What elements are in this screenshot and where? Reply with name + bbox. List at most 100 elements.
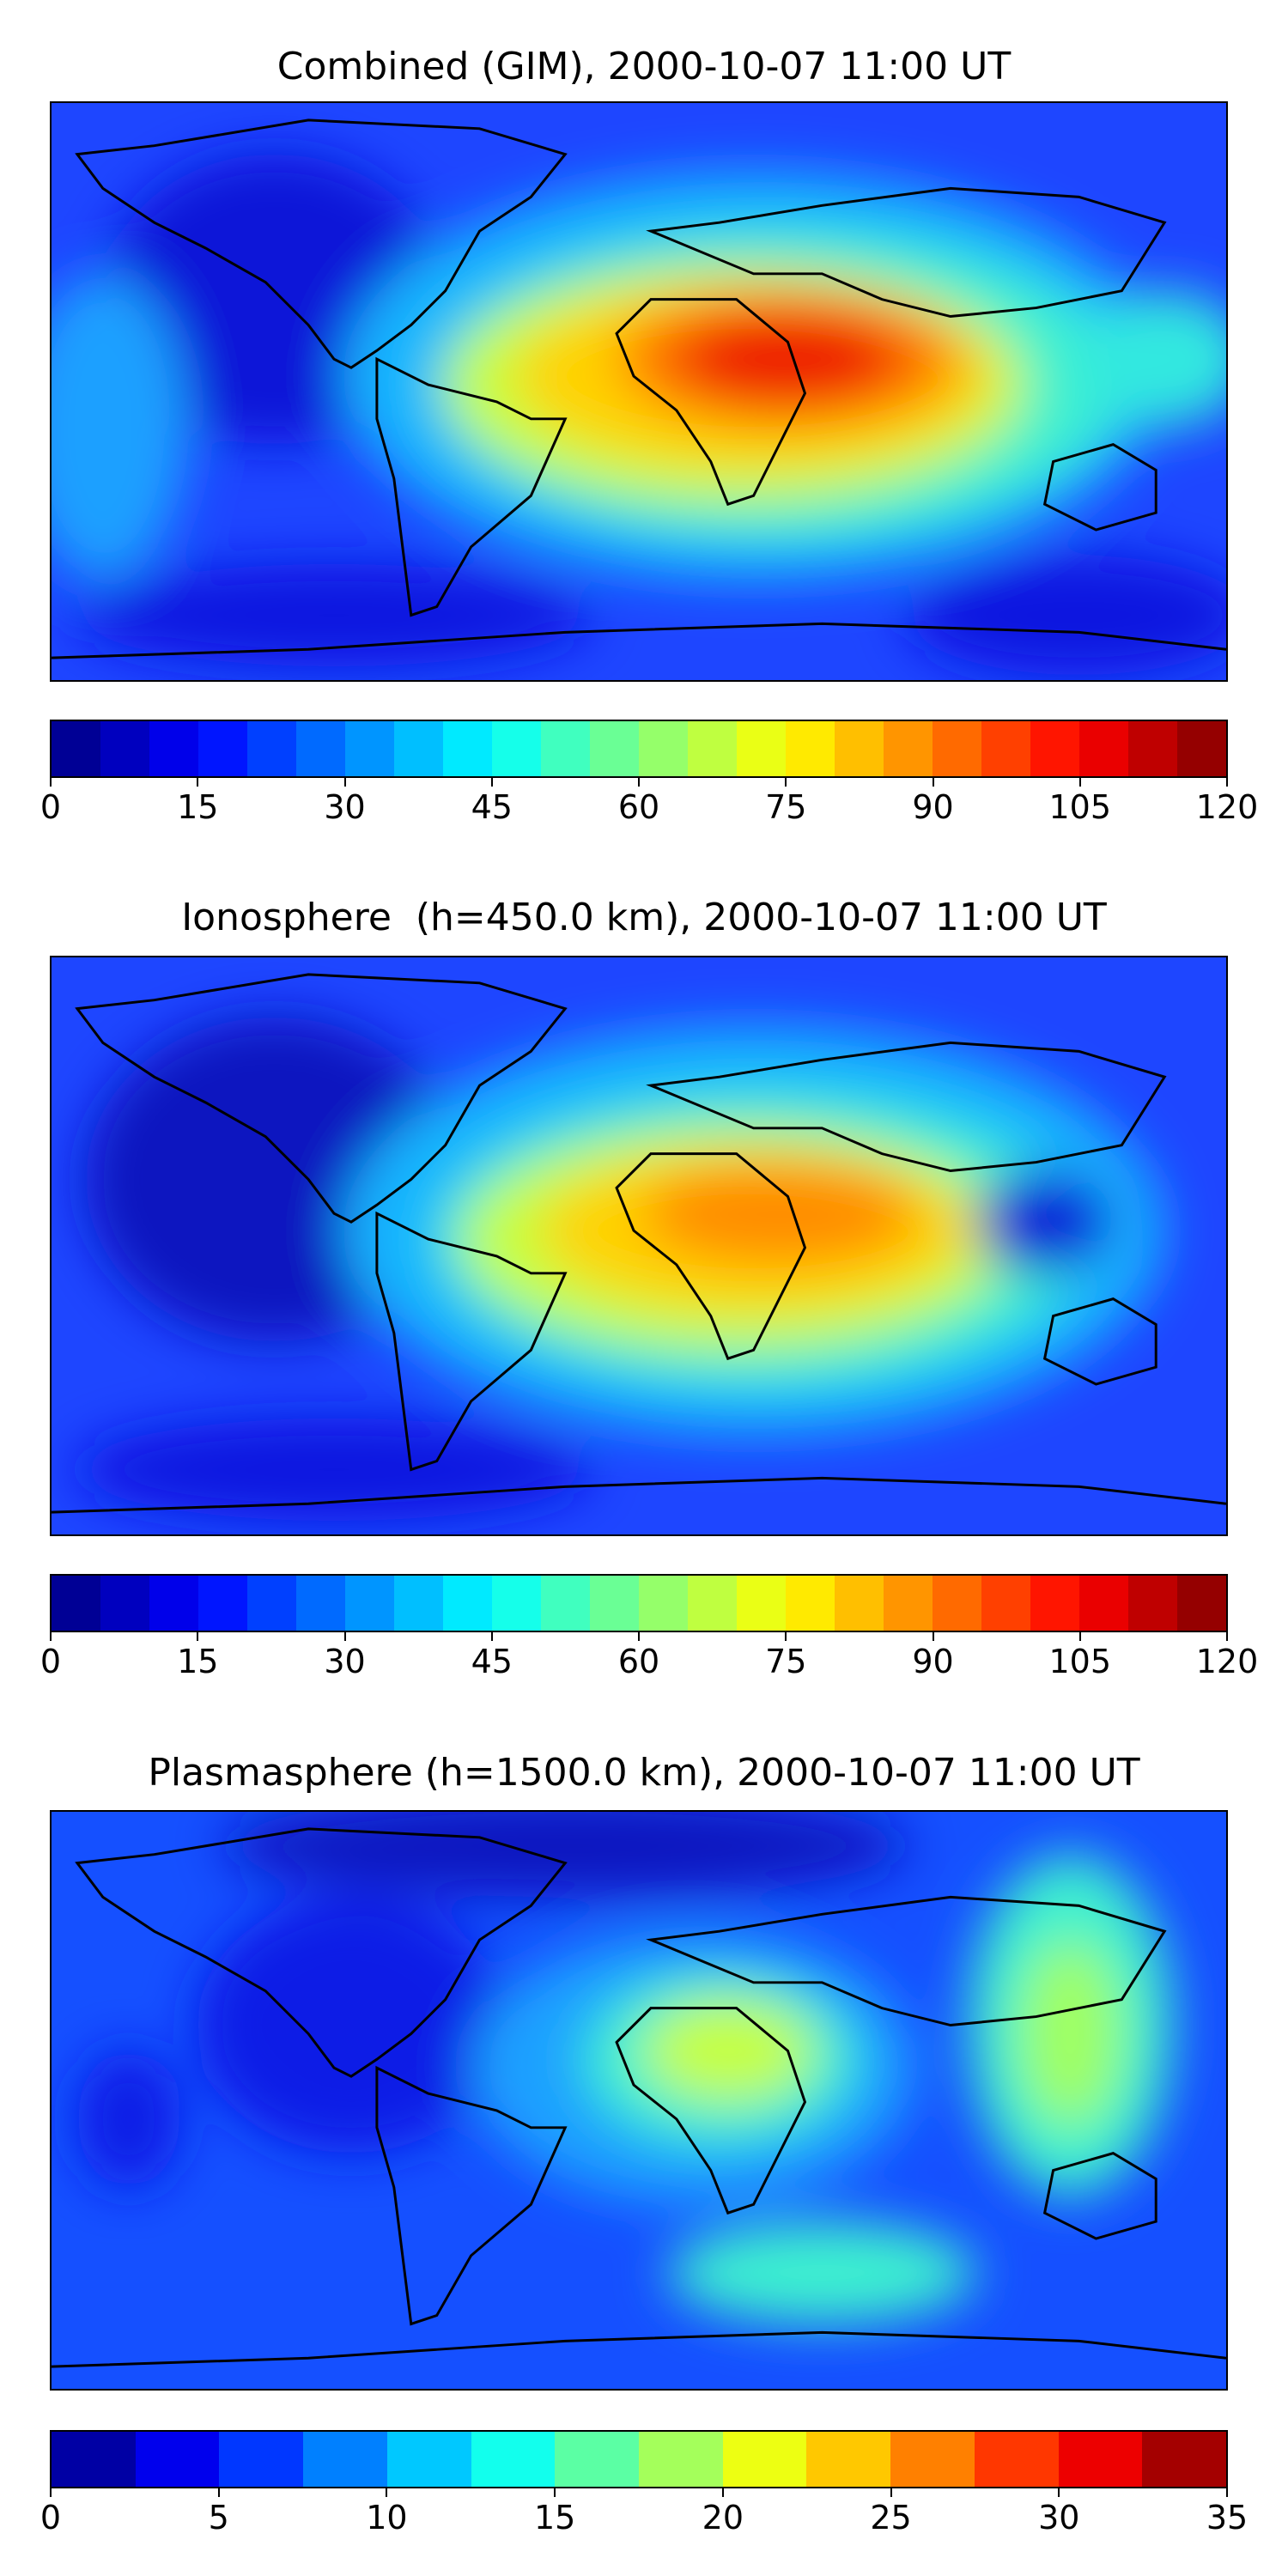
colorbar-tick: [890, 2488, 892, 2497]
colorbar-segment: [639, 1576, 688, 1631]
colorbar-tick-label: 30: [1038, 2499, 1080, 2537]
colorbar-tick-label: 15: [533, 2499, 576, 2537]
colorbar-tick: [1226, 2488, 1228, 2497]
colorbar-tick: [50, 1632, 52, 1641]
colorbar-segment: [219, 2432, 304, 2487]
colorbar-segment: [394, 1576, 443, 1631]
colorbar-ticks: 0 15 30 45 60 75 90 105 120: [40, 1632, 1258, 1679]
colorbar-tick: [785, 1632, 787, 1641]
colorbar-tick-label: 0: [39, 788, 62, 826]
colorbar-segment: [1030, 1576, 1079, 1631]
colorbar-segment: [933, 1576, 981, 1631]
colorbar-segment: [296, 721, 345, 776]
colorbar-tick-label: 30: [324, 1643, 366, 1680]
colorbar-segment: [786, 721, 835, 776]
colorbar-segment: [443, 721, 492, 776]
colorbar-segment: [1079, 721, 1128, 776]
colorbar-ticks: 0 5 10 15 20 25 30 35: [40, 2488, 1248, 2535]
panel-title: Ionosphere (h=450.0 km), 2000-10-07 11:0…: [181, 896, 1107, 939]
colorbar-segment: [386, 2432, 471, 2487]
colorbar-segment: [1177, 1576, 1226, 1631]
colorbar-tick-label: 0: [39, 1643, 62, 1680]
colorbar-segment: [443, 1576, 492, 1631]
map-plasmasphere: [50, 1810, 1228, 2391]
colorbar-segment: [1128, 721, 1177, 776]
colorbar-tick-label: 45: [471, 1643, 513, 1680]
colorbar-tick: [932, 1632, 934, 1641]
colorbar-segment: [688, 721, 737, 776]
colorbar-tick: [638, 778, 640, 787]
tec-map: [52, 1812, 1226, 2389]
colorbar-segment: [981, 1576, 1030, 1631]
colorbar-segment: [722, 2432, 807, 2487]
colorbar-tick-label: 5: [208, 2499, 229, 2537]
colorbar-tick: [197, 778, 199, 787]
colorbar-segment: [394, 721, 443, 776]
colorbar: [50, 720, 1228, 778]
colorbar-tick: [490, 1632, 493, 1641]
colorbar-tick: [1078, 1632, 1081, 1641]
colorbar-segment: [541, 1576, 590, 1631]
colorbar-segment: [52, 2432, 136, 2487]
colorbar-segment: [933, 721, 981, 776]
colorbar-tick-label: 25: [870, 2499, 912, 2537]
colorbar-segment: [974, 2432, 1059, 2487]
colorbar-tick-label: 120: [1195, 788, 1259, 826]
colorbar-segment: [541, 721, 590, 776]
colorbar-tick-label: 120: [1195, 1643, 1259, 1680]
colorbar-segment: [247, 721, 296, 776]
colorbar: [50, 2430, 1228, 2488]
colorbar-tick: [1078, 778, 1081, 787]
colorbar-segment: [345, 721, 394, 776]
colorbar-segment: [247, 1576, 296, 1631]
colorbar-segment: [198, 1576, 247, 1631]
colorbar-tick: [490, 778, 493, 787]
coastlines: [52, 1827, 1226, 2368]
colorbar-segment: [471, 2432, 556, 2487]
colorbar-segment: [198, 721, 247, 776]
tec-map: [52, 957, 1226, 1534]
colorbar-segment: [786, 1576, 835, 1631]
colorbar-tick-label: 90: [912, 788, 954, 826]
colorbar-tick-label: 90: [912, 1643, 954, 1680]
colorbar-segment: [303, 2432, 387, 2487]
colorbar-segment: [737, 721, 786, 776]
map-ionosphere: [50, 956, 1228, 1536]
colorbar-tick-label: 75: [765, 1643, 807, 1680]
colorbar-segment: [52, 721, 100, 776]
colorbar-segment: [884, 1576, 933, 1631]
colorbar-tick-label: 15: [177, 788, 219, 826]
colorbar-tick: [386, 2488, 388, 2497]
colorbar-segment: [100, 721, 149, 776]
colorbar-segment: [555, 2432, 640, 2487]
colorbar-tick-label: 10: [366, 2499, 408, 2537]
coastlines: [52, 973, 1226, 1514]
colorbar-segment: [1058, 2432, 1143, 2487]
colorbar-tick: [343, 1632, 346, 1641]
tec-map: [52, 103, 1226, 680]
colorbar-segment: [806, 2432, 891, 2487]
colorbar-segment: [639, 721, 688, 776]
colorbar-segment: [1142, 2432, 1227, 2487]
colorbar-tick: [50, 778, 52, 787]
colorbar-tick: [638, 1632, 640, 1641]
colorbar-tick-label: 60: [617, 1643, 660, 1680]
colorbar-segment: [835, 721, 884, 776]
colorbar-segment: [884, 721, 933, 776]
colorbar-tick: [197, 1632, 199, 1641]
panel-title: Combined (GIM), 2000-10-07 11:00 UT: [276, 45, 1012, 88]
colorbar-tick: [50, 2488, 52, 2497]
colorbar-segment: [1079, 1576, 1128, 1631]
colorbar-tick-label: 0: [39, 2499, 62, 2537]
colorbar-segment: [149, 1576, 198, 1631]
colorbar-segment: [639, 2432, 723, 2487]
colorbar: [50, 1574, 1228, 1632]
colorbar-tick-label: 20: [702, 2499, 744, 2537]
colorbar-tick: [217, 2488, 220, 2497]
colorbar-tick: [1058, 2488, 1060, 2497]
colorbar-tick: [1226, 1632, 1228, 1641]
colorbar-segment: [1128, 1576, 1177, 1631]
colorbar-segment: [590, 1576, 639, 1631]
panel-title: Plasmasphere (h=1500.0 km), 2000-10-07 1…: [148, 1751, 1140, 1795]
colorbar-segment: [737, 1576, 786, 1631]
